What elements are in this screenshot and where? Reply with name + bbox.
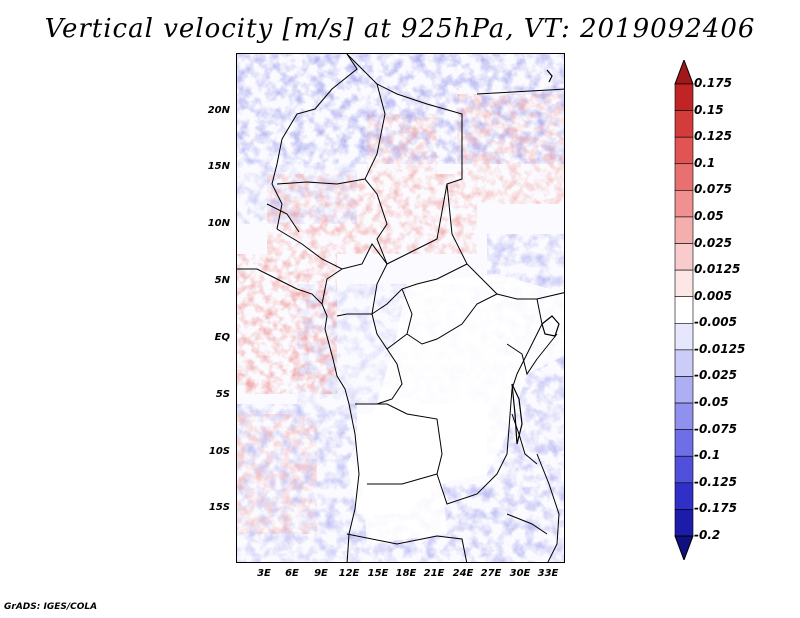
colorbar-level-label: -0.2 (694, 528, 721, 542)
colorbar-level-label: -0.175 (694, 501, 737, 516)
lat-label-5s: 5S (215, 389, 230, 400)
colorbar-level-label: 0.15 (694, 102, 724, 117)
map-title: Vertical velocity [m/s] at 925hPa, VT: 2… (44, 14, 756, 44)
colorbar-segment (674, 216, 694, 244)
colorbar-segment (674, 190, 694, 218)
lakes (511, 69, 560, 445)
colorbar-segment (674, 349, 694, 377)
colorbar-level-label: 0.1 (694, 155, 716, 170)
colorbar-level-label: -0.005 (694, 315, 737, 330)
lon-label-24e: 24E (452, 568, 474, 579)
map-panel (236, 53, 565, 563)
colorbar-level-label: -0.025 (694, 368, 737, 383)
colorbar-segment (674, 429, 694, 457)
lat-label-5n: 5N (214, 275, 230, 286)
lat-label-15s: 15S (208, 502, 230, 513)
colorbar-level-label: -0.125 (694, 474, 737, 489)
colorbar-segment (674, 322, 694, 351)
colorbar (674, 60, 694, 560)
lat-label-20n: 20N (207, 105, 230, 116)
lat-label-eq: EQ (214, 332, 230, 343)
colorbar-segment (674, 402, 694, 430)
ascent-field (237, 94, 564, 534)
lon-label-6e: 6E (285, 568, 299, 579)
colorbar-segment (674, 163, 694, 191)
colorbar-level-label: 0.025 (694, 235, 732, 250)
colorbar-segment (674, 296, 694, 324)
lat-label-10s: 10S (208, 446, 230, 457)
colorbar-cap-bottom (674, 535, 694, 560)
lon-label-12e: 12E (338, 568, 360, 579)
colorbar-segment (674, 376, 694, 404)
colorbar-level-label: -0.05 (694, 395, 729, 410)
colorbar-level-label: 0.005 (694, 288, 732, 303)
colorbar-level-label: 0.075 (694, 182, 732, 197)
colorbar-level-label: 0.125 (694, 129, 732, 144)
colorbar-segment (674, 455, 694, 484)
grads-credit: GrADS: IGES/COLA (4, 602, 98, 612)
country-borders (237, 54, 564, 562)
velocity-field-map (237, 54, 564, 562)
lon-label-27e: 27E (480, 568, 502, 579)
colorbar-segment (674, 110, 694, 138)
colorbar-segment (674, 509, 694, 537)
lon-label-30e: 30E (509, 568, 531, 579)
colorbar-cap-top (674, 60, 694, 85)
colorbar-level-label: -0.075 (694, 421, 737, 436)
lon-label-3e: 3E (257, 568, 271, 579)
lat-label-10n: 10N (207, 218, 230, 229)
colorbar-segment (674, 269, 694, 298)
colorbar-segment (674, 83, 694, 111)
lon-label-33e: 33E (537, 568, 559, 579)
lon-label-9e: 9E (314, 568, 328, 579)
lat-label-15n: 15N (207, 161, 230, 172)
lon-label-18e: 18E (395, 568, 417, 579)
colorbar-level-label: -0.0125 (694, 341, 746, 356)
lon-label-21e: 21E (423, 568, 445, 579)
colorbar-level-label: 0.05 (694, 208, 724, 223)
colorbar-segment (674, 243, 694, 271)
lon-label-15e: 15E (367, 568, 389, 579)
colorbar-level-label: 0.175 (694, 76, 732, 90)
colorbar-level-label: -0.1 (694, 448, 721, 463)
colorbar-segment (674, 482, 694, 510)
colorbar-segment (674, 136, 694, 165)
colorbar-level-label: 0.0125 (694, 262, 741, 277)
